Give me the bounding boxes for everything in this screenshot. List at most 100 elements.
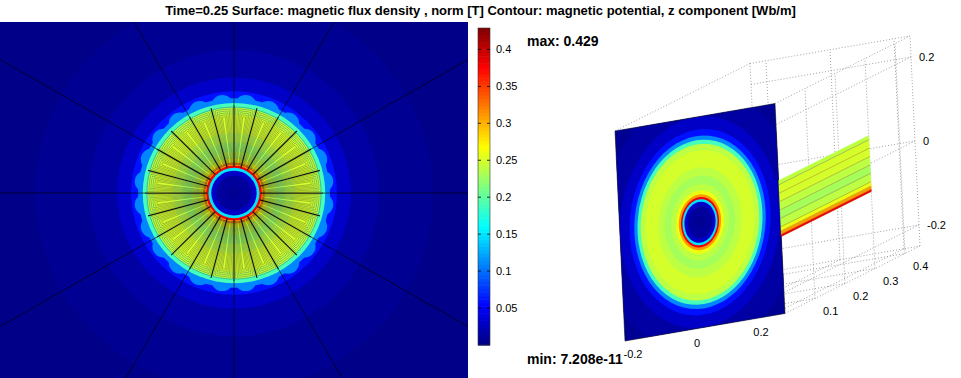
- colorbar-step: [478, 148, 490, 152]
- ribbon-line: [779, 140, 869, 185]
- colorbar-tick: [487, 234, 490, 235]
- contour-line: [278, 22, 468, 117]
- contour-line: [0, 269, 190, 378]
- colorbar-tick: [487, 49, 490, 50]
- pole-boundary: [190, 117, 221, 170]
- colorbar-step: [478, 246, 490, 250]
- colorbar-step: [478, 310, 490, 314]
- colorbar-step: [478, 151, 490, 155]
- contour-line: [234, 281, 235, 378]
- colorbar-step: [478, 109, 490, 113]
- z-tick-label: 0.2: [919, 51, 934, 63]
- field-ring: [211, 171, 256, 216]
- min-label: min: 7.208e-11: [527, 351, 623, 367]
- colorbar-step: [478, 292, 490, 296]
- z-tick-label: -0.2: [927, 219, 946, 231]
- contour-line: [311, 237, 468, 378]
- colorbar-step: [478, 271, 490, 275]
- contour-line: [0, 193, 145, 194]
- colorbar-step: [478, 81, 490, 85]
- colorbar-step: [478, 63, 490, 67]
- pole-boundary: [211, 219, 227, 278]
- field-ring: [208, 168, 259, 218]
- contour-line: [236, 113, 249, 166]
- y-tick-label: 0.1: [823, 305, 838, 317]
- colorbar-step: [478, 215, 490, 219]
- colorbar-step: [478, 257, 490, 261]
- colorbar-step: [478, 116, 490, 120]
- pole-boundary: [261, 192, 323, 193]
- colorbar-step: [478, 320, 490, 324]
- colorbar-step: [478, 282, 490, 286]
- colorbar-step: [478, 278, 490, 282]
- plane-ring: [681, 197, 719, 247]
- colorbar-step: [478, 46, 490, 50]
- pole-boundary: [171, 212, 215, 255]
- plane-ring: [683, 199, 718, 245]
- colorbar-step: [478, 275, 490, 279]
- ribbon-line: [779, 148, 869, 193]
- colorbar-tick: [478, 86, 481, 87]
- max-label: max: 0.429: [527, 33, 599, 49]
- plane-ring: [646, 150, 755, 294]
- plane-ring: [652, 159, 748, 286]
- plane-ring: [685, 202, 716, 243]
- plane-ring: [601, 91, 800, 354]
- field-ring: [216, 176, 251, 211]
- colorbar-step: [478, 183, 490, 187]
- contour-line: [0, 237, 157, 378]
- grid-line: [751, 57, 911, 85]
- colorbar-step: [478, 289, 490, 293]
- pole-boundary: [247, 216, 278, 269]
- pole-boundary: [157, 206, 211, 237]
- pole-boundary: [241, 108, 257, 167]
- colorbar-step: [478, 285, 490, 289]
- colorbar-step: [478, 158, 490, 162]
- colorbar-step: [478, 239, 490, 243]
- field-ring: [138, 98, 330, 288]
- colorbar-step: [478, 105, 490, 109]
- axis-box: [785, 246, 920, 314]
- colorbar-tick: [478, 271, 481, 272]
- x-tick-label: -0.2: [624, 348, 643, 360]
- colorbar-tick: [478, 123, 481, 124]
- contour-line: [311, 22, 468, 149]
- grid-line: [769, 249, 904, 317]
- x-tick-label: 0.2: [753, 326, 768, 338]
- plane-ring: [634, 135, 765, 309]
- contour-line: [153, 178, 206, 191]
- colorbar-step: [478, 53, 490, 57]
- contour-line: [0, 22, 190, 117]
- field-ring: [117, 77, 351, 308]
- colorbar-tick-label: 0.25: [496, 154, 517, 166]
- field-ring: [131, 91, 337, 294]
- colorbar-tick: [487, 86, 490, 87]
- colorbar-tick-label: 0.4: [496, 43, 511, 55]
- colorbar-tick-label: 0.1: [496, 265, 511, 277]
- colorbar-step: [478, 225, 490, 229]
- pole-boundary: [233, 105, 234, 166]
- pole-boundary: [257, 149, 311, 180]
- colorbar-step: [478, 56, 490, 60]
- field-plot: [0, 22, 468, 378]
- colorbar-step: [478, 327, 490, 331]
- plane-ring: [688, 206, 712, 238]
- colorbar-step: [478, 113, 490, 117]
- colorbar-step: [478, 222, 490, 226]
- colorbar-step: [478, 201, 490, 205]
- pole-boundary: [253, 212, 297, 255]
- colorbar-tick: [487, 308, 490, 309]
- colorbar-step: [478, 141, 490, 145]
- colorbar-step: [478, 334, 490, 338]
- colorbar-step: [478, 165, 490, 169]
- contour-line: [234, 22, 235, 105]
- colorbar-step: [478, 208, 490, 212]
- colorbar-tick-label: 0.35: [496, 80, 517, 92]
- colorbar-step: [478, 137, 490, 141]
- colorbar-step: [478, 194, 490, 198]
- grid-line: [895, 44, 905, 254]
- pole-boundary: [233, 219, 234, 280]
- colorbar-step: [478, 338, 490, 342]
- colorbar-step: [478, 28, 490, 32]
- colorbar-step: [478, 331, 490, 335]
